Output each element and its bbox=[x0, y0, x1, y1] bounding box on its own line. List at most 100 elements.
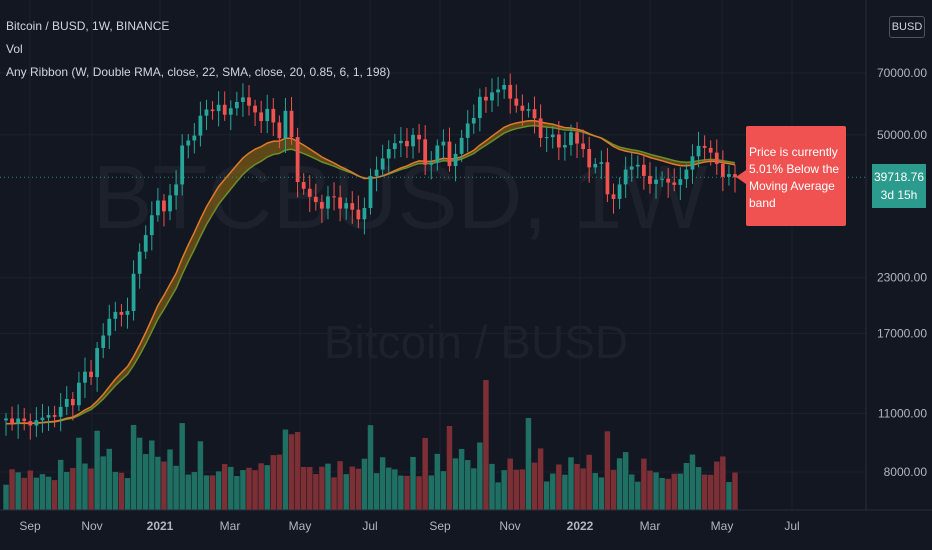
candle-body bbox=[490, 92, 494, 101]
volume-bar bbox=[215, 471, 222, 510]
volume-bar bbox=[501, 470, 507, 510]
currency-scale-button[interactable]: BUSD bbox=[889, 16, 925, 38]
volume-bar bbox=[628, 474, 635, 510]
candle bbox=[465, 110, 470, 153]
candle-body bbox=[137, 251, 142, 274]
last-price-tag: 39718.76 3d 15h bbox=[872, 164, 926, 208]
volume-bar bbox=[537, 448, 544, 510]
volume-bar bbox=[307, 467, 313, 510]
volume-bar bbox=[27, 470, 34, 510]
volume-bar bbox=[355, 468, 362, 510]
candle bbox=[143, 225, 148, 259]
candle bbox=[623, 156, 628, 198]
candle-body bbox=[155, 200, 160, 216]
candle bbox=[89, 360, 93, 385]
legend-indicator[interactable]: Any Ribbon (W, Double RMA, close, 22, SM… bbox=[6, 65, 391, 79]
candle bbox=[186, 134, 191, 159]
volume-bar bbox=[349, 466, 356, 510]
candle-body bbox=[326, 196, 330, 209]
candle-body bbox=[429, 162, 434, 165]
time-tick-label: 2022 bbox=[567, 519, 594, 533]
candle-body bbox=[119, 311, 124, 315]
candle bbox=[666, 168, 671, 198]
candle-body bbox=[253, 105, 257, 113]
candle bbox=[101, 323, 106, 359]
candle bbox=[496, 76, 500, 107]
candle-body bbox=[228, 108, 233, 115]
callout-tail bbox=[736, 170, 746, 184]
candle-body bbox=[563, 145, 567, 148]
price-tick-label: 50000.00 bbox=[877, 128, 927, 142]
candle bbox=[684, 164, 689, 188]
candle bbox=[550, 126, 555, 149]
candle bbox=[46, 406, 51, 431]
legend-volume[interactable]: Vol bbox=[6, 42, 23, 56]
candle-body bbox=[113, 311, 118, 319]
candle bbox=[520, 94, 525, 127]
volume-bar bbox=[659, 477, 665, 510]
candle-body bbox=[417, 134, 421, 140]
candle bbox=[648, 162, 652, 194]
candle bbox=[727, 165, 731, 186]
candle bbox=[587, 136, 592, 183]
candle-body bbox=[477, 96, 482, 119]
candle-body bbox=[611, 194, 616, 199]
candle bbox=[10, 406, 14, 431]
volume-bar bbox=[720, 456, 726, 510]
candle bbox=[508, 73, 513, 114]
volume-bar bbox=[191, 472, 198, 510]
candle-body bbox=[581, 143, 586, 150]
candle-body bbox=[350, 203, 355, 210]
volume-bar bbox=[440, 471, 447, 510]
volume-bar bbox=[404, 475, 410, 510]
candle-body bbox=[70, 398, 75, 406]
candle bbox=[241, 83, 245, 117]
candle-body bbox=[52, 415, 57, 417]
candle bbox=[22, 407, 27, 431]
candle-body bbox=[569, 132, 573, 146]
candle-body bbox=[22, 418, 27, 422]
volume-bar bbox=[531, 462, 538, 510]
candle bbox=[168, 184, 172, 221]
volume-bar bbox=[671, 473, 677, 510]
candle-body bbox=[702, 145, 707, 148]
volume-bar bbox=[209, 475, 216, 510]
candle bbox=[423, 125, 428, 176]
candle bbox=[593, 158, 598, 174]
volume-bar bbox=[15, 472, 21, 510]
volume-bar bbox=[64, 472, 70, 510]
volume-bar bbox=[677, 473, 684, 510]
volume-bar bbox=[149, 440, 155, 510]
volume-bar bbox=[258, 463, 264, 510]
volume-bar bbox=[622, 452, 629, 510]
candle bbox=[192, 123, 197, 154]
volume-bar bbox=[586, 454, 592, 510]
candle-body bbox=[46, 415, 51, 418]
candle-body bbox=[301, 182, 306, 189]
volume-bar bbox=[683, 462, 690, 510]
legend-symbol[interactable]: Bitcoin / BUSD, 1W, BINANCE bbox=[6, 19, 170, 33]
candle bbox=[204, 99, 209, 131]
volume-bar bbox=[689, 454, 696, 510]
volume-bar bbox=[221, 464, 228, 510]
volume-bar bbox=[118, 472, 125, 510]
candle-body bbox=[599, 162, 604, 164]
candle-body bbox=[660, 178, 664, 180]
candle-body bbox=[101, 335, 106, 348]
volume-bar bbox=[88, 468, 94, 510]
candle-body bbox=[216, 104, 221, 112]
volume-bar bbox=[385, 467, 392, 510]
price-band-callout: Price is currently 5.01% Below the Movin… bbox=[746, 126, 846, 226]
volume-bar bbox=[106, 448, 113, 510]
volume-bar bbox=[562, 474, 568, 510]
callout-line-2: 5.01% Below the bbox=[749, 162, 840, 176]
candle bbox=[95, 342, 100, 392]
candle bbox=[332, 182, 336, 211]
volume-bar bbox=[33, 477, 40, 510]
volume-bar bbox=[167, 449, 173, 510]
candle-body bbox=[392, 143, 397, 150]
candle-body bbox=[496, 89, 500, 93]
volume-bar bbox=[507, 458, 513, 510]
candle-body bbox=[10, 418, 14, 424]
